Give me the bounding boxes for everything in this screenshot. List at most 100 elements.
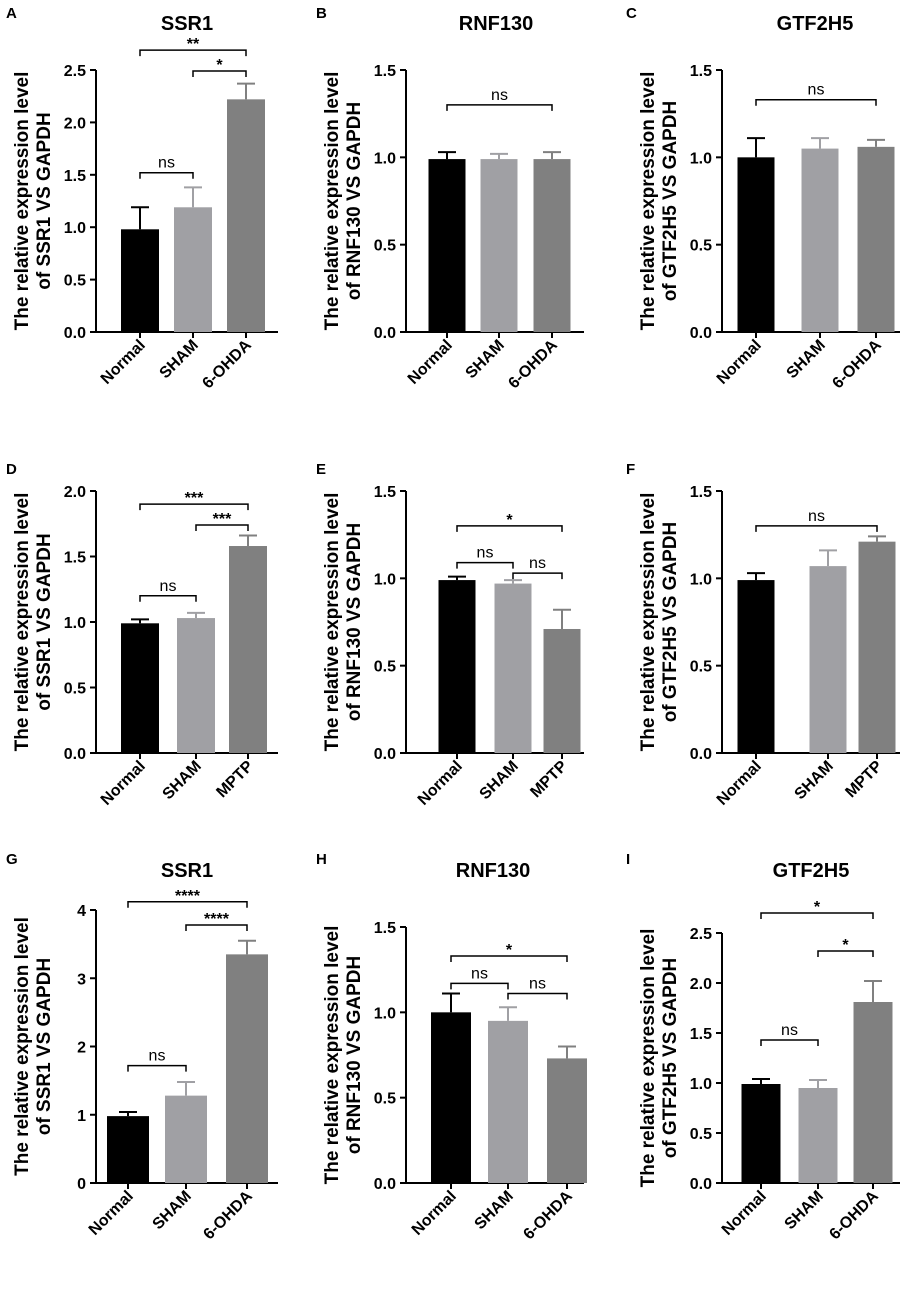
y-tick-label: 0.0 — [690, 1176, 712, 1193]
significance-bracket — [755, 525, 878, 532]
y-tick-label: 1.0 — [374, 150, 396, 167]
significance-bracket — [139, 49, 247, 57]
y-tick-label: 1.5 — [64, 168, 86, 185]
y-tick-label: 2.0 — [64, 484, 86, 501]
y-tick-label: 1.5 — [374, 63, 396, 80]
category-label: Normal — [719, 1188, 770, 1239]
y-tick-label: 2.0 — [690, 976, 712, 993]
significance-label: ns — [149, 1048, 166, 1065]
significance-bracket — [139, 503, 249, 511]
category-label: SHAM — [462, 337, 507, 382]
y-tick-label: 1.5 — [690, 484, 712, 501]
panel-letter: I — [626, 851, 630, 868]
y-tick-label: 1.5 — [64, 550, 86, 567]
category-label: 6-OHDA — [829, 336, 885, 392]
y-axis-label: The relative expression level — [638, 493, 659, 752]
category-label: MPTP — [213, 758, 257, 802]
category-label: Normal — [409, 1188, 460, 1239]
bar-1 — [798, 1088, 838, 1183]
y-tick-label: 0.0 — [374, 1176, 396, 1193]
y-tick-label: 0.5 — [690, 238, 712, 255]
y-tick-label: 0.0 — [690, 325, 712, 342]
significance-bracket — [450, 982, 509, 990]
significance-label: **** — [175, 888, 201, 905]
y-tick-label: 0.5 — [374, 1091, 396, 1108]
bar-1 — [809, 566, 847, 753]
y-tick-label: 0.0 — [690, 746, 712, 763]
panel-letter: B — [316, 5, 327, 22]
category-label: Normal — [714, 337, 765, 388]
significance-bracket — [456, 525, 563, 532]
y-tick-label: 1.5 — [374, 484, 396, 501]
chart-panel-a: A SSR1 The relative expression level of SSR… — [6, 5, 278, 392]
y-tick-label: 0 — [77, 1176, 86, 1193]
panel-letter: A — [6, 5, 17, 22]
bar-0 — [737, 580, 775, 753]
significance-bracket — [456, 561, 514, 569]
bar-2 — [226, 954, 268, 1183]
y-tick-label: 2.5 — [64, 63, 86, 80]
y-axis-label: The relative expression level — [12, 72, 33, 331]
y-tick-label: 3 — [77, 971, 86, 988]
significance-label: ns — [781, 1022, 798, 1039]
y-tick-label: 2.5 — [690, 926, 712, 943]
significance-bracket — [446, 104, 553, 111]
bar-2 — [543, 628, 581, 753]
significance-bracket — [139, 595, 197, 602]
panel-letter: D — [6, 461, 17, 478]
chart-panel-d: D The relative expression level of SSR1 VS… — [6, 461, 278, 809]
chart-panel-g: G SSR1 The relative expression level of SSR… — [6, 851, 278, 1243]
significance-bracket — [127, 901, 248, 908]
y-axis-label: The relative expression level — [12, 917, 33, 1176]
y-tick-label: 1.0 — [690, 1076, 712, 1093]
chart-panel-h: H RNF130 The relative expression level of R… — [316, 851, 587, 1243]
y-axis-label: of SSR1 VS GAPDH — [34, 533, 55, 710]
significance-label: ns — [529, 555, 546, 572]
bar-2 — [229, 546, 267, 753]
y-tick-label: 0.5 — [374, 659, 396, 676]
category-label: MPTP — [527, 758, 571, 802]
significance-label: * — [216, 57, 223, 74]
bar-2 — [853, 1002, 893, 1183]
significance-label: * — [506, 942, 513, 959]
bar-1 — [801, 148, 839, 332]
chart-title: GTF2H5 — [777, 13, 854, 35]
bar-1 — [165, 1095, 207, 1183]
bar-2 — [533, 159, 571, 332]
y-tick-label: 1.5 — [374, 920, 396, 937]
significance-bracket — [139, 171, 194, 179]
category-label: SHAM — [159, 758, 204, 803]
chart-title: SSR1 — [161, 860, 213, 882]
y-tick-label: 1.0 — [64, 220, 86, 237]
category-label: SHAM — [471, 1188, 516, 1233]
category-label: MPTP — [842, 758, 886, 802]
category-label: Normal — [415, 758, 466, 809]
significance-bracket — [760, 912, 874, 919]
category-label: SHAM — [476, 758, 521, 803]
bar-2 — [227, 99, 265, 333]
significance-label: ns — [160, 578, 177, 595]
category-label: 6-OHDA — [199, 336, 255, 392]
chart-title: SSR1 — [161, 13, 213, 35]
category-label: Normal — [405, 337, 456, 388]
panel-letter: F — [626, 461, 635, 478]
category-label: SHAM — [791, 758, 836, 803]
y-tick-label: 0.5 — [64, 681, 86, 698]
y-tick-label: 0.5 — [690, 659, 712, 676]
chart-panel-b: B RNF130 The relative expression level of R… — [316, 5, 584, 392]
significance-bracket — [760, 1039, 819, 1046]
significance-label: * — [814, 899, 821, 916]
significance-bracket — [450, 955, 568, 963]
y-tick-label: 1.5 — [690, 1026, 712, 1043]
significance-bracket — [755, 98, 877, 106]
significance-bracket — [185, 924, 248, 932]
y-tick-label: 1 — [77, 1108, 86, 1125]
bar-1 — [177, 618, 215, 753]
bar-0 — [428, 159, 466, 332]
y-axis-label: The relative expression level — [322, 72, 343, 331]
y-axis-label: The relative expression level — [638, 929, 659, 1188]
significance-label: ns — [529, 976, 546, 993]
y-axis-label: The relative expression level — [12, 493, 33, 752]
y-tick-label: 1.0 — [64, 615, 86, 632]
